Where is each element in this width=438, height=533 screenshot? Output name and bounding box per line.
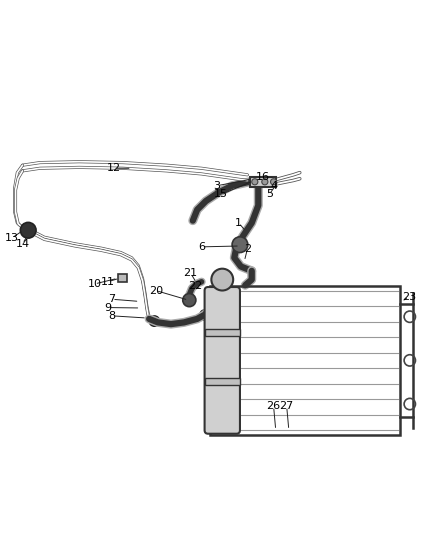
Text: 7: 7 <box>109 294 116 304</box>
Text: 11: 11 <box>101 277 115 287</box>
Text: 26: 26 <box>266 401 281 411</box>
Circle shape <box>20 222 36 238</box>
Circle shape <box>183 294 196 306</box>
Text: 1: 1 <box>235 218 242 228</box>
Text: 27: 27 <box>279 401 294 411</box>
Text: 21: 21 <box>184 268 198 278</box>
Text: 14: 14 <box>15 239 30 249</box>
Text: 16: 16 <box>256 172 270 182</box>
Circle shape <box>271 179 277 185</box>
Text: 10: 10 <box>88 279 102 289</box>
Text: 23: 23 <box>402 292 416 302</box>
Text: 6: 6 <box>198 242 205 252</box>
Text: 12: 12 <box>107 163 121 173</box>
Bar <box>118 274 127 282</box>
Circle shape <box>252 179 258 185</box>
Text: 13: 13 <box>5 233 18 243</box>
Circle shape <box>212 269 233 290</box>
Bar <box>205 378 240 385</box>
Circle shape <box>262 179 268 185</box>
Bar <box>205 329 240 336</box>
Text: 8: 8 <box>109 311 116 321</box>
Text: 20: 20 <box>148 286 163 295</box>
Text: 9: 9 <box>104 303 111 312</box>
Circle shape <box>232 237 248 253</box>
Text: 4: 4 <box>270 181 277 191</box>
Text: 15: 15 <box>214 189 228 199</box>
Text: 3: 3 <box>213 181 220 191</box>
Text: 5: 5 <box>266 189 273 199</box>
Circle shape <box>149 316 159 326</box>
FancyBboxPatch shape <box>205 287 240 434</box>
Bar <box>250 177 276 187</box>
Text: 2: 2 <box>244 244 251 254</box>
Text: 22: 22 <box>188 281 202 291</box>
Circle shape <box>200 310 210 320</box>
